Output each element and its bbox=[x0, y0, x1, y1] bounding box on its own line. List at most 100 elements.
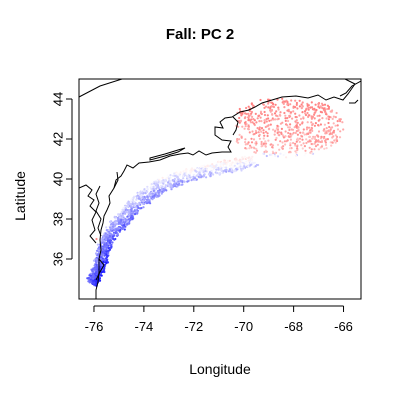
scatter-point bbox=[308, 114, 311, 117]
scatter-point bbox=[96, 243, 99, 246]
scatter-point bbox=[339, 130, 342, 133]
scatter-point bbox=[121, 224, 124, 227]
scatter-point bbox=[260, 140, 263, 144]
scatter-point bbox=[331, 136, 334, 139]
scatter-point bbox=[306, 121, 309, 124]
x-tick-label: -66 bbox=[334, 319, 353, 334]
scatter-point bbox=[120, 211, 123, 214]
scatter-point bbox=[93, 264, 96, 267]
scatter-point bbox=[255, 142, 258, 145]
scatter-point bbox=[296, 133, 299, 136]
scatter-point bbox=[272, 118, 275, 121]
scatter-point bbox=[274, 151, 277, 155]
scatter-point bbox=[339, 120, 342, 123]
scatter-point bbox=[313, 124, 316, 127]
scatter-point bbox=[217, 168, 220, 171]
scatter-point bbox=[235, 158, 238, 161]
scatter-point bbox=[240, 114, 243, 117]
scatter-point bbox=[250, 158, 254, 161]
scatter-point bbox=[225, 168, 228, 171]
scatter-point bbox=[246, 161, 249, 164]
scatter-point bbox=[300, 103, 303, 106]
scatter-point bbox=[298, 99, 301, 102]
scatter-point bbox=[330, 110, 333, 113]
scatter-point bbox=[260, 127, 264, 130]
scatter-point bbox=[309, 106, 312, 109]
scatter-point bbox=[306, 126, 309, 129]
scatter-point bbox=[335, 138, 338, 141]
scatter-point bbox=[206, 164, 209, 167]
scatter-point bbox=[152, 185, 155, 188]
scatter-point bbox=[142, 200, 145, 203]
scatter-point bbox=[262, 142, 266, 145]
scatter-point bbox=[314, 103, 317, 106]
scatter-point bbox=[175, 179, 178, 182]
scatter-point bbox=[302, 142, 305, 145]
scatter-point bbox=[185, 169, 188, 172]
scatter-point bbox=[302, 116, 305, 119]
scatter-point bbox=[292, 131, 295, 134]
scatter-point bbox=[153, 182, 156, 185]
scatter-point bbox=[321, 117, 324, 120]
scatter-point bbox=[198, 176, 201, 179]
scatter-point bbox=[303, 154, 306, 157]
scatter-point bbox=[112, 237, 115, 240]
scatter-point bbox=[250, 141, 254, 144]
scatter-point bbox=[251, 115, 254, 118]
scatter-point bbox=[284, 152, 287, 155]
scatter-point bbox=[154, 193, 157, 196]
scatter-point bbox=[171, 179, 174, 182]
scatter-point bbox=[308, 146, 311, 149]
scatter-point bbox=[136, 212, 139, 215]
scatter-point bbox=[127, 214, 130, 217]
scatter-point bbox=[129, 201, 132, 204]
scatter-point bbox=[239, 112, 242, 115]
scatter-point bbox=[255, 131, 258, 134]
scatter-point bbox=[253, 147, 256, 150]
scatter-point bbox=[289, 123, 292, 126]
scatter-point bbox=[170, 184, 173, 188]
scatter-point bbox=[295, 101, 298, 105]
scatter-point bbox=[119, 229, 122, 232]
scatter-point bbox=[314, 140, 317, 143]
scatter-point bbox=[264, 140, 267, 143]
scatter-point bbox=[173, 172, 176, 175]
scatter-point bbox=[255, 149, 259, 152]
scatter-point bbox=[203, 173, 206, 176]
scatter-point bbox=[92, 259, 96, 262]
scatter-point bbox=[228, 163, 231, 166]
scatter-point bbox=[324, 111, 327, 114]
scatter-point bbox=[181, 180, 184, 184]
scatter-point bbox=[289, 111, 293, 114]
scatter-point bbox=[247, 112, 250, 115]
scatter-point bbox=[327, 107, 330, 110]
scatter-point bbox=[161, 176, 164, 179]
scatter-point bbox=[131, 198, 135, 201]
scatter-point bbox=[320, 102, 324, 105]
scatter-point bbox=[240, 169, 243, 172]
scatter-point bbox=[94, 252, 98, 255]
scatter-point bbox=[133, 195, 136, 198]
scatter-point bbox=[264, 145, 267, 148]
scatter-point bbox=[294, 144, 297, 147]
scatter-point bbox=[257, 131, 260, 134]
scatter-point bbox=[264, 105, 268, 108]
scatter-point bbox=[301, 131, 304, 134]
scatter-point bbox=[280, 127, 283, 130]
scatter-point bbox=[334, 134, 337, 137]
scatter-point bbox=[269, 109, 272, 112]
scatter-point bbox=[323, 103, 327, 106]
scatter-point bbox=[331, 141, 334, 144]
scatter-point bbox=[281, 141, 284, 144]
scatter-point bbox=[281, 121, 284, 124]
scatter-point bbox=[304, 113, 308, 117]
scatter-point bbox=[283, 140, 286, 143]
scatter-point bbox=[170, 188, 173, 191]
scatter-point bbox=[247, 165, 250, 168]
scatter-point bbox=[89, 274, 92, 277]
scatter-point bbox=[313, 111, 316, 114]
scatter-point bbox=[124, 217, 127, 220]
scatter-point bbox=[284, 117, 287, 120]
scatter-point bbox=[315, 108, 318, 112]
scatter-point bbox=[111, 241, 114, 244]
